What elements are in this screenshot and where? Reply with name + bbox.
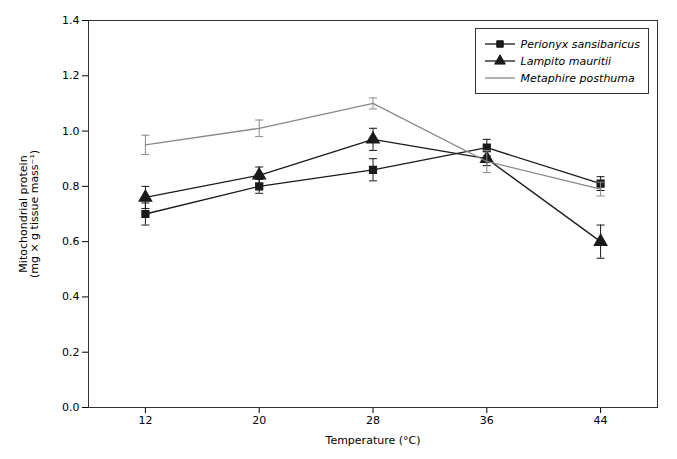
svg-text:1.2: 1.2 [62, 69, 80, 82]
svg-text:36: 36 [480, 414, 494, 427]
svg-text:0.2: 0.2 [62, 346, 80, 359]
svg-text:0.4: 0.4 [62, 290, 80, 303]
html-text:Lampito mauritii: Lampito mauritii [520, 54, 612, 68]
svg-text:20: 20 [252, 414, 266, 427]
svg-text:44: 44 [594, 414, 608, 427]
html-text:Perionyx sansibaricus: Perionyx sansibaricus [520, 37, 640, 51]
svg-text:1.0: 1.0 [62, 125, 80, 138]
svg-text:28: 28 [366, 414, 380, 427]
svg-text:0.0: 0.0 [62, 401, 80, 414]
svg-text:0.6: 0.6 [62, 235, 80, 248]
svg-text:Mitochondrial protein(mg × g t: Mitochondrial protein(mg × g tissue mass… [17, 150, 41, 278]
svg-text:0.8: 0.8 [62, 180, 80, 193]
html-text:Metaphire posthuma: Metaphire posthuma [520, 71, 635, 85]
svg-text:Temperature (°C): Temperature (°C) [325, 434, 421, 447]
svg-text:12: 12 [138, 414, 152, 427]
svg-text:1.4: 1.4 [62, 14, 80, 27]
